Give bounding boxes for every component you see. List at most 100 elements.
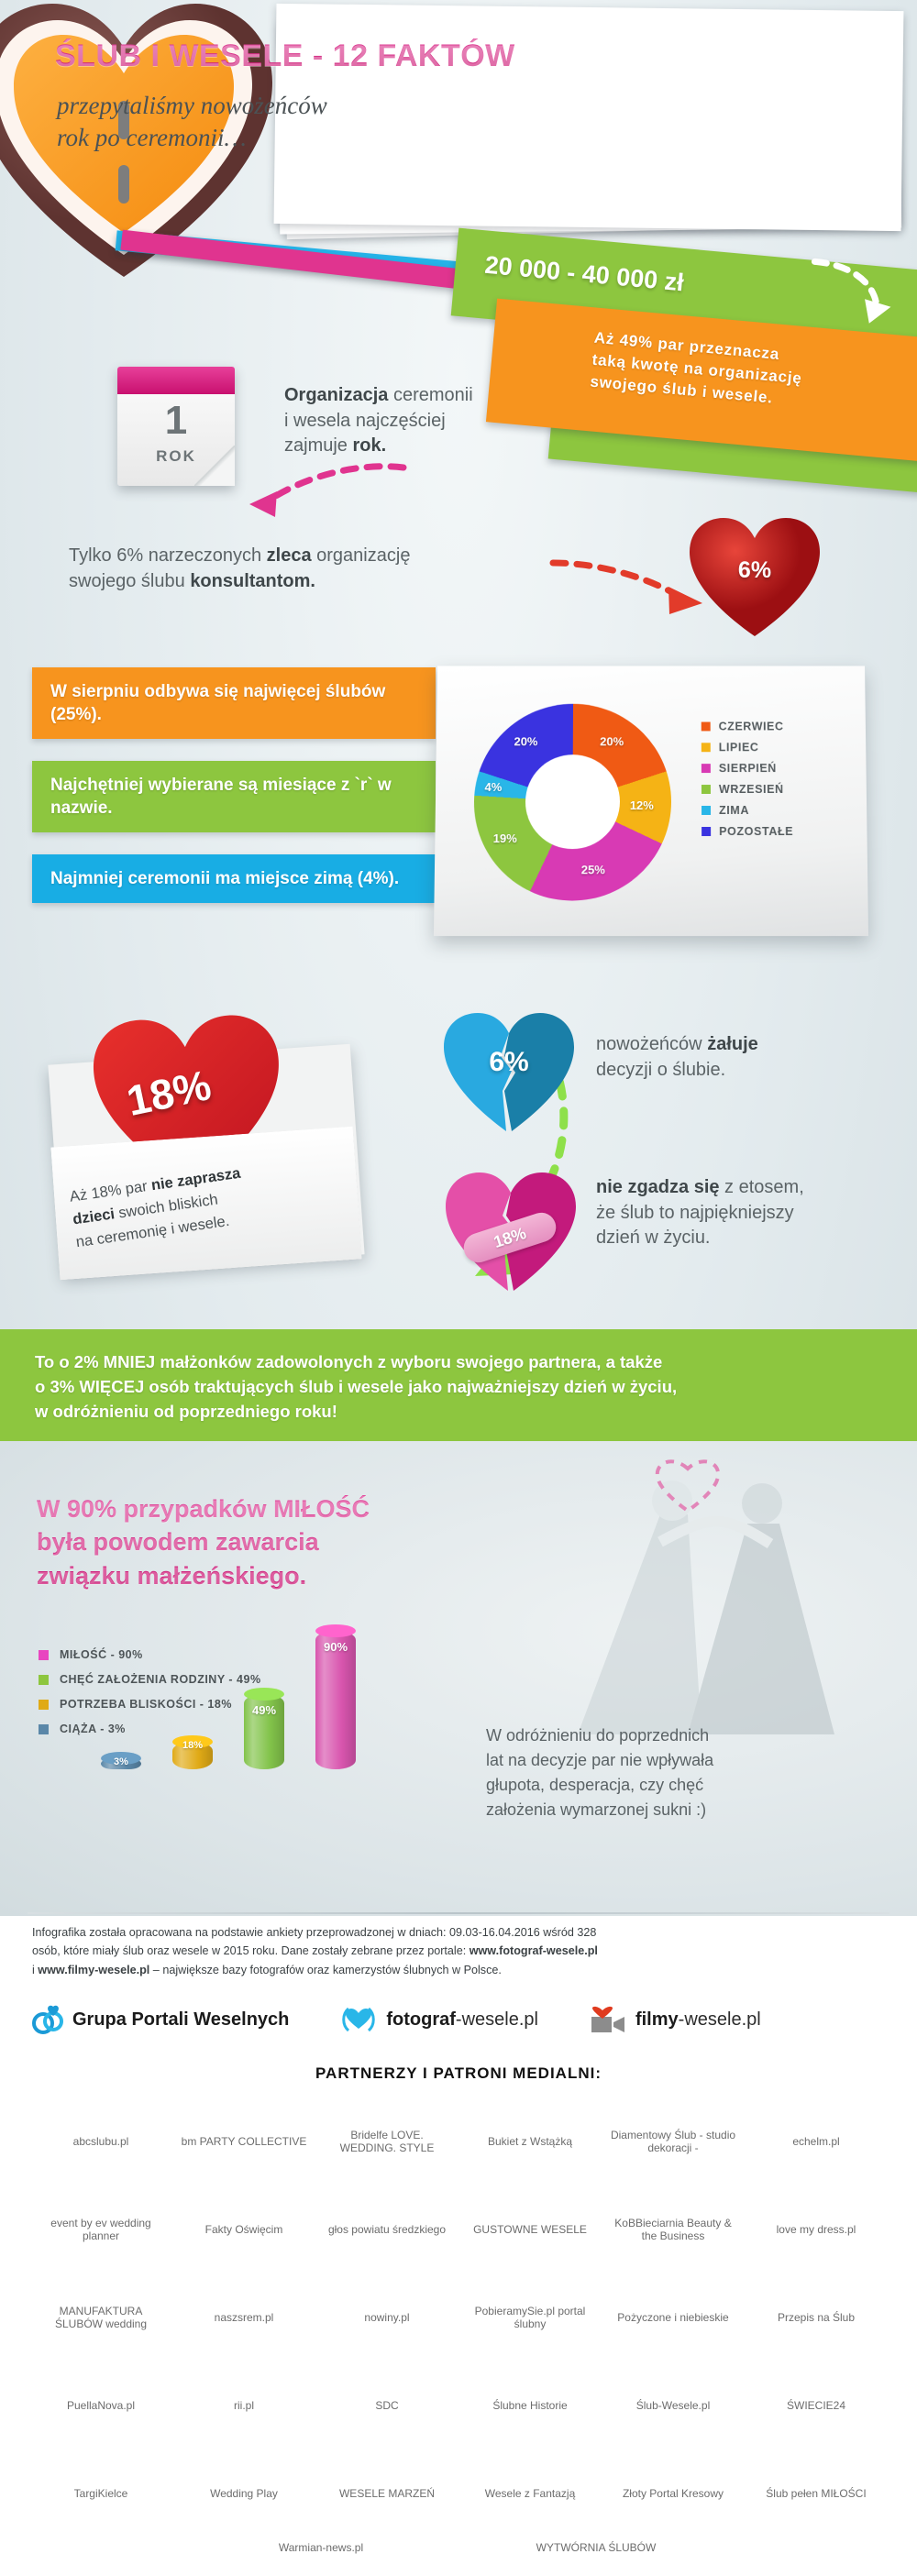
partner-logo-label: WYTWÓRNIA ŚLUBÓW [536, 2540, 657, 2554]
donut-chart: 20% 12% 25% 19% 4% 20% [472, 703, 672, 901]
partner-logo[interactable]: abcslubu.pl [32, 2101, 170, 2182]
partner-logo-label: event by ev wedding planner [50, 2216, 151, 2242]
partner-logo[interactable]: Warmian-news.pl [238, 2525, 403, 2570]
partner-logo[interactable]: event by ev wedding planner [32, 2189, 170, 2270]
fact-ethos: nie zgadza się z etosem, że ślub to najp… [596, 1175, 899, 1251]
partner-logo-label: Ślub-Wesele.pl [635, 2398, 711, 2412]
legend-swatch [702, 805, 712, 815]
logo-filmy-wesele[interactable]: filmy-wesele.pl [590, 2005, 761, 2034]
partner-logo[interactable]: Przepis na Ślub [747, 2277, 885, 2358]
partner-logo[interactable]: Ślubne Historie [461, 2365, 599, 2446]
legend-swatch [701, 764, 711, 774]
partner-logo[interactable]: Wesele z Fantazją [461, 2453, 599, 2534]
partner-logo[interactable]: Bridelfe LOVE. WEDDING. STYLE [318, 2101, 456, 2182]
bar-legend-item: CHĘĆ ZAŁOŻENIA RODZINY - 49% [39, 1673, 341, 1686]
partner-logo[interactable]: PobieramySie.pl portal ślubny [461, 2277, 599, 2358]
source-line-3-post: – największe bazy fotografów oraz kamerz… [149, 1963, 502, 1976]
partner-logo-label: abcslubu.pl [72, 2134, 129, 2148]
calendar-header [117, 367, 235, 394]
calendar-widget: 1 ROK [117, 367, 235, 486]
month-band-r-months: Najchętniej wybierane są miesiące z `r` … [32, 761, 436, 833]
partner-logo[interactable]: głos powiatu średzkiego [318, 2189, 456, 2270]
partner-logo-label: PobieramySie.pl portal ślubny [474, 2304, 586, 2330]
fact-organization-bold: Organizacja [284, 385, 389, 405]
partner-logo[interactable]: Ślub-Wesele.pl [604, 2365, 742, 2446]
donut-label-sierpien: 25% [580, 863, 605, 877]
partner-logo-label: bm PARTY COLLECTIVE [181, 2134, 307, 2148]
partner-logo[interactable]: rii.pl [175, 2365, 313, 2446]
calendar-number: 1 [164, 398, 188, 443]
legend-swatch [701, 785, 711, 795]
love-note-line-1: W odróżnieniu do poprzednich [486, 1726, 710, 1745]
partner-logo[interactable]: GUSTOWNE WESELE [461, 2189, 599, 2270]
heart-badge-value: 6% [737, 557, 772, 583]
partner-logo-label: Wesele z Fantazją [484, 2486, 576, 2500]
partner-logo[interactable]: bm PARTY COLLECTIVE [175, 2101, 313, 2182]
envelope-widget: 18% Aż 18% par nie zaprasza dzieci swoic… [48, 999, 376, 1274]
bar-value-label: 18% [182, 1739, 204, 1751]
bar-cap [101, 1752, 141, 1765]
bar-cap [172, 1734, 213, 1748]
source-line-2-pre: osób, które miały ślub oraz wesele w 201… [32, 1944, 470, 1958]
partner-logo[interactable]: Wedding Play [175, 2453, 313, 2534]
partner-logo[interactable]: SDC [318, 2365, 456, 2446]
fact-regret: nowożeńców żałuje decyzji o ślubie. [596, 1032, 889, 1083]
bar-ciaza: 3% [101, 1752, 141, 1769]
donut-legend-item: WRZESIEŃ [701, 783, 876, 796]
chart-card-face: 20% 12% 25% 19% 4% 20% CZERWIEC LIPIEC SIE… [433, 666, 869, 937]
bar-potrzeba-bliskosci: 18% [172, 1734, 213, 1769]
donut-legend-item: POZOSTAŁE [702, 825, 877, 838]
heart-icon [690, 518, 820, 636]
partner-logo-label: Pożyczone i niebieskie [617, 2310, 729, 2324]
donut-legend-item: SIERPIEŃ [701, 762, 876, 775]
partner-logo[interactable]: ŚWIECIE24 [747, 2365, 885, 2446]
source-line-1: Infografika została opracowana na podsta… [32, 1926, 597, 1939]
partner-logo-label: naszsrem.pl [214, 2310, 274, 2324]
bar-milosc: 90% [315, 1624, 356, 1769]
partner-logo[interactable]: Fakty Oświęcim [175, 2189, 313, 2270]
fact-ethos-bold: nie zgadza się [596, 1177, 720, 1197]
logo-grupa-portali[interactable]: Grupa Portali Weselnych [32, 2004, 289, 2035]
fact-consultants-line-1: Tylko 6% narzeczonych zleca organizację [69, 543, 619, 568]
partner-logo[interactable]: echelm.pl [747, 2101, 885, 2182]
partner-logo[interactable]: nowiny.pl [318, 2277, 456, 2358]
partner-logo-label: echelm.pl [792, 2134, 840, 2148]
partner-logo[interactable]: Pożyczone i niebieskie [604, 2277, 742, 2358]
partner-logo-label: Warmian-news.pl [278, 2540, 364, 2554]
bar-chart-legend: MIŁOŚĆ - 90% CHĘĆ ZAŁOŻENIA RODZINY - 49%… [39, 1648, 341, 1747]
calendar-unit: ROK [156, 447, 196, 465]
bar-legend-item: MIŁOŚĆ - 90% [39, 1648, 341, 1661]
heart-badge-regret: 6% [440, 1007, 578, 1137]
heart-badge-value: 6% [489, 1047, 529, 1077]
partner-logo-label: rii.pl [233, 2398, 254, 2412]
partner-logo[interactable]: WESELE MARZEŃ [318, 2453, 456, 2534]
logo-light: -wesele.pl [678, 2009, 761, 2030]
partner-logo[interactable]: WYTWÓRNIA ŚLUBÓW [514, 2525, 679, 2570]
legend-label: CZERWIEC [718, 720, 784, 733]
month-band-winter: Najmniej ceremonii ma miejsce zimą (4%). [32, 854, 436, 904]
partner-logo[interactable]: TargiKielce [32, 2453, 170, 2534]
partner-logo[interactable]: PuellaNova.pl [32, 2365, 170, 2446]
logo-light: -wesele.pl [455, 2009, 538, 2030]
green-banner-line-1: To o 2% MNIEJ małżonków zadowolonych z w… [35, 1352, 663, 1371]
partner-logo[interactable]: Diamentowy Ślub - studio dekoracji - [604, 2101, 742, 2182]
fact-organization-line-2: i wesela najczęściej [284, 410, 446, 431]
fact-consultants-bold: zleca [266, 545, 312, 566]
fact-consultants-pre: Tylko 6% narzeczonych [69, 545, 267, 566]
fact-organization-line-3: zajmuje rok. [284, 434, 624, 459]
partner-logo[interactable]: naszsrem.pl [175, 2277, 313, 2358]
partner-logo[interactable]: KoBBieciarnia Beauty & the Business [604, 2189, 742, 2270]
partner-logo[interactable]: MANUFAKTURA ŚLUBÓW wedding [32, 2277, 170, 2358]
logo-fotograf-wesele[interactable]: fotograf-wesele.pl [340, 2006, 538, 2033]
logo-text: filmy-wesele.pl [635, 2009, 761, 2031]
partner-logo[interactable]: Złoty Portal Kresowy [604, 2453, 742, 2534]
legend-label: POTRZEBA BLISKOŚCI - 18% [60, 1698, 232, 1711]
partner-logo[interactable]: Bukiet z Wstążką [461, 2101, 599, 2182]
logo-text: Grupa Portali Weselnych [72, 2009, 289, 2031]
bar-value-label: 90% [323, 1639, 348, 1654]
subtitle-line-1: przepytaliśmy nowożeńców [57, 92, 327, 119]
legend-swatch [39, 1723, 49, 1734]
partner-logo[interactable]: love my dress.pl [747, 2189, 885, 2270]
partner-logo[interactable]: Ślub pełen MIŁOŚCI [747, 2453, 885, 2534]
